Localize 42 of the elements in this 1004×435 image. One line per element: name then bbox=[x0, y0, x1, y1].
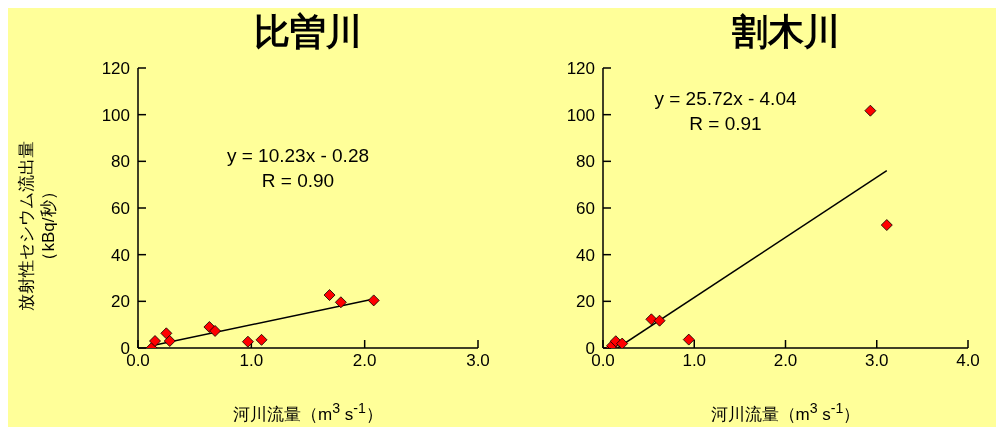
annotation: R = 0.91 bbox=[689, 113, 762, 134]
point bbox=[367, 294, 380, 307]
y-tick-label: 40 bbox=[111, 245, 130, 265]
y-tick-label: 20 bbox=[576, 292, 595, 312]
x-tick-label: 2.0 bbox=[773, 351, 798, 371]
y-tick-label: 20 bbox=[111, 292, 130, 312]
x-axis-title: 河川流量（m$^{3}$ s$^{-1}$） bbox=[232, 400, 384, 426]
point bbox=[323, 289, 336, 301]
y-tick-label: 40 bbox=[576, 245, 595, 265]
x-axis-title: 河川流量（m$^{3}$ s$^{-1}$） bbox=[709, 400, 862, 426]
annotation: y = 25.72x - 4.04 bbox=[654, 88, 797, 109]
y-tick-label: 80 bbox=[111, 152, 130, 172]
x-tick-label: 2.0 bbox=[352, 351, 377, 371]
chart-title: 比曽川 bbox=[253, 10, 363, 54]
y-tick-label: 120 bbox=[566, 59, 595, 79]
x-tick-label: 1.0 bbox=[682, 351, 707, 371]
x-tick-label: 1.0 bbox=[239, 351, 264, 371]
annotation: y = 10.23x - 0.28 bbox=[226, 145, 370, 166]
point bbox=[653, 314, 666, 327]
point bbox=[334, 296, 347, 309]
point bbox=[163, 335, 176, 347]
point bbox=[864, 104, 877, 117]
y-tick-label: 60 bbox=[111, 199, 130, 219]
y-tick-label: 120 bbox=[101, 59, 130, 79]
point bbox=[616, 337, 629, 348]
point bbox=[160, 327, 173, 340]
chart-title: 割木川 bbox=[730, 10, 841, 54]
x-tick-label: 4.0 bbox=[956, 351, 980, 371]
point bbox=[149, 335, 161, 347]
y-tick-label: 100 bbox=[566, 105, 595, 125]
point bbox=[682, 333, 695, 346]
point bbox=[880, 219, 893, 231]
point bbox=[255, 333, 268, 346]
annotation: R = 0.90 bbox=[261, 170, 335, 191]
point bbox=[242, 335, 254, 348]
y-tick-label: 80 bbox=[576, 152, 595, 172]
y-tick-label: 60 bbox=[576, 199, 595, 219]
x-tick-label: 3.0 bbox=[466, 351, 490, 371]
y-axis-title: 放射性セシウム流出量（kBq/秒） bbox=[16, 139, 59, 313]
x-tick-label: 3.0 bbox=[864, 351, 889, 371]
point bbox=[209, 325, 221, 337]
y-tick-label: 100 bbox=[101, 105, 130, 125]
